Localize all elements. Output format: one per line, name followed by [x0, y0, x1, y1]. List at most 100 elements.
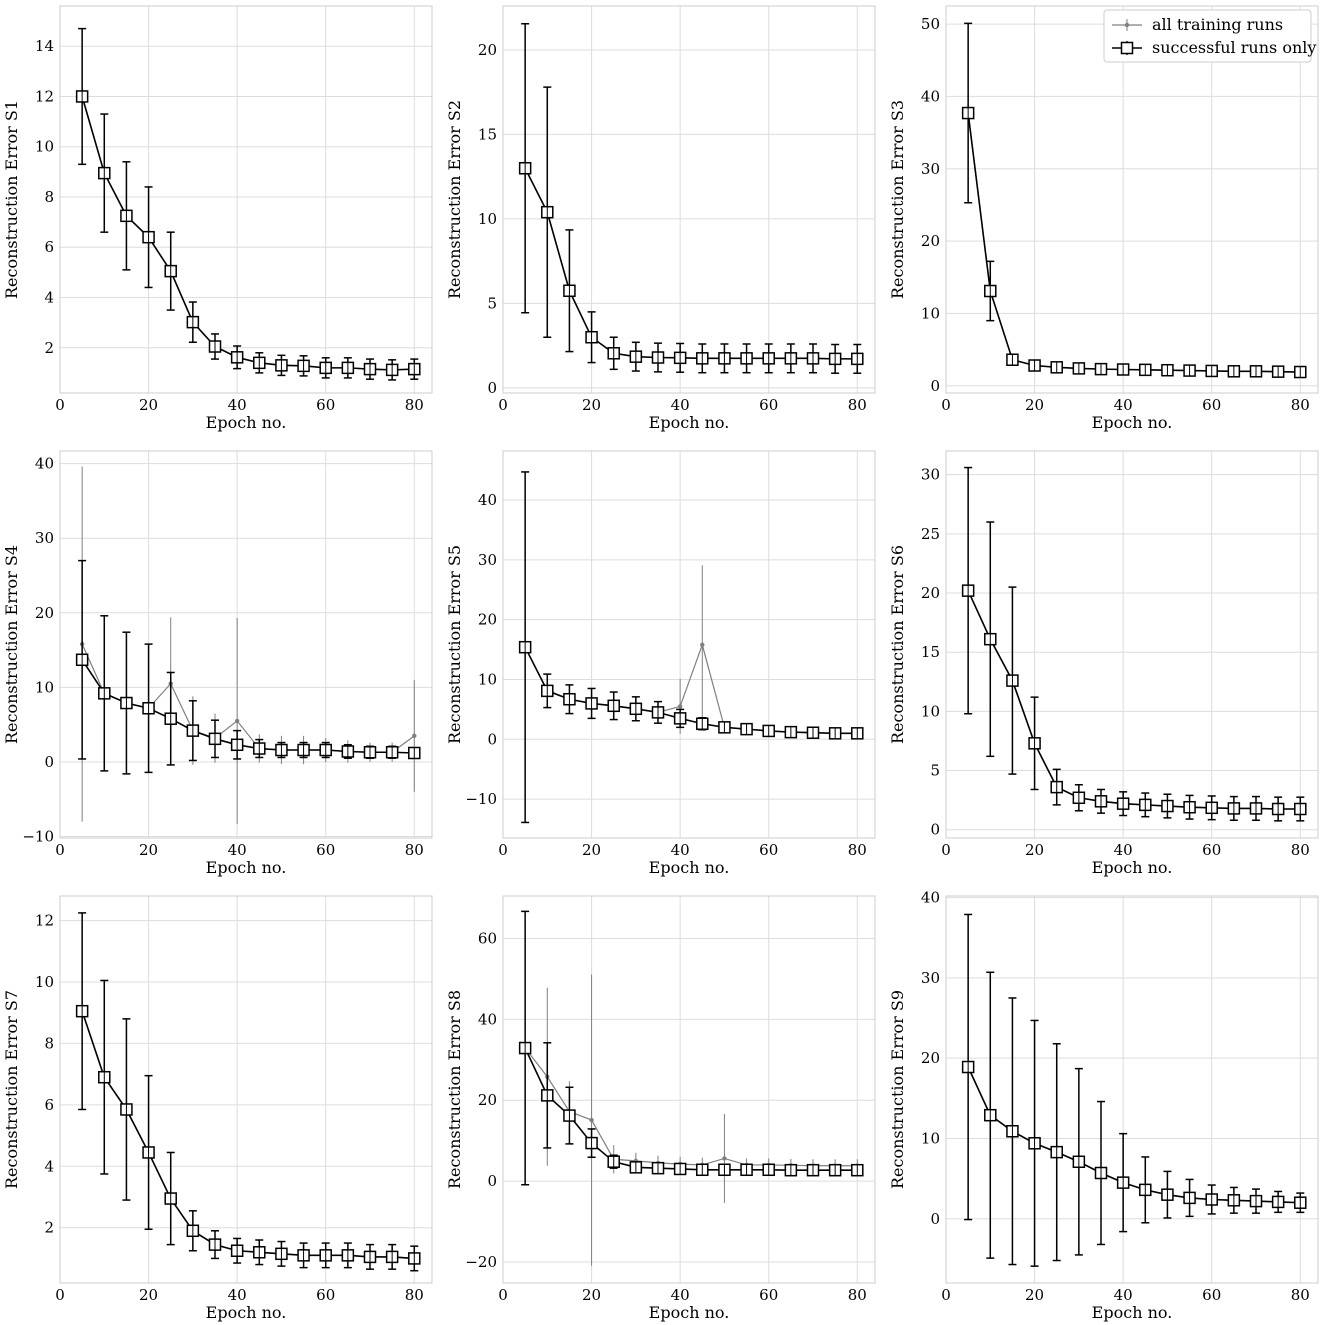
chart-9-ytick-label: 10 — [921, 1129, 940, 1147]
chart-8-ytick-label: −20 — [465, 1253, 497, 1271]
chart-3-frame — [945, 5, 1319, 394]
chart-7-ytick-label: 8 — [44, 1034, 54, 1052]
chart-1-series-line — [81, 96, 415, 371]
chart-9-frame — [945, 895, 1319, 1284]
chart-3-series-line — [967, 112, 1301, 373]
chart-2-ytick-label: 5 — [487, 294, 497, 312]
chart-7-series-line — [81, 1010, 415, 1260]
chart-9-xtick-label: 20 — [1025, 1286, 1044, 1304]
chart-4-point — [234, 718, 240, 724]
chart-3-xtick-label: 80 — [1291, 396, 1310, 414]
chart-7-xtick-label: 20 — [139, 1286, 158, 1304]
chart-8-ytick-label: 20 — [478, 1091, 497, 1109]
chart-5-ytick-label: −10 — [465, 790, 497, 808]
chart-5-xtick-label: 60 — [759, 841, 778, 859]
chart-2-xtick-label: 20 — [582, 396, 601, 414]
chart-3-xtick-label: 60 — [1202, 396, 1221, 414]
chart-5-ylabel: Reconstruction Error S5 — [445, 545, 464, 744]
chart-9-ytick-label: 20 — [921, 1049, 940, 1067]
chart-5-xtick-label: 0 — [498, 841, 508, 859]
chart-6-series-successful-runs-only — [961, 466, 1307, 822]
legend-marker-successful — [1120, 41, 1134, 55]
chart-8-series-line — [524, 1047, 858, 1171]
chart-1-xtick-label: 20 — [139, 396, 158, 414]
chart-6-series-line — [967, 590, 1301, 810]
chart-6-ytick-label: 20 — [921, 584, 940, 602]
legend-entry-successful-runs: successful runs only — [1112, 38, 1316, 57]
chart-2-xtick-label: 80 — [848, 396, 867, 414]
chart-2-frame — [502, 5, 876, 394]
chart-7-series-successful-runs-only — [75, 912, 421, 1272]
chart-6-xlabel: Epoch no. — [1092, 858, 1173, 877]
chart-7-xtick-label: 40 — [228, 1286, 247, 1304]
chart-7-xtick-label: 60 — [316, 1286, 335, 1304]
chart-9-ytick-label: 0 — [930, 1210, 940, 1228]
legend-marker-all — [1124, 22, 1130, 28]
chart-6-ytick-label: 10 — [921, 702, 940, 720]
chart-2-ytick-label: 0 — [487, 379, 497, 397]
chart-4-xlabel: Epoch no. — [206, 858, 287, 877]
chart-7-panel: 0 20 40 60 80 2 4 6 8 10 12 Epoch no. Reconstruction… — [2, 895, 433, 1322]
chart-6-series-line — [967, 590, 1301, 810]
chart-2-ytick-label: 20 — [478, 41, 497, 59]
chart-8-xtick-label: 0 — [498, 1286, 508, 1304]
chart-9-ytick-label: 30 — [921, 969, 940, 987]
chart-8-ytick-label: 40 — [478, 1010, 497, 1028]
chart-4-ytick-label: 40 — [35, 455, 54, 473]
chart-1-xtick-label: 40 — [228, 396, 247, 414]
chart-1-ytick-label: 14 — [35, 37, 54, 55]
chart-1-xtick-label: 80 — [405, 396, 424, 414]
chart-6-frame — [945, 450, 1319, 839]
chart-8-ytick-label: 0 — [487, 1172, 497, 1190]
chart-7-ytick-label: 4 — [44, 1157, 54, 1175]
chart-4-xtick-label: 80 — [405, 841, 424, 859]
chart-5-ytick-label: 30 — [478, 551, 497, 569]
chart-1-ytick-label: 6 — [44, 238, 54, 256]
chart-1-ytick-label: 8 — [44, 188, 54, 206]
chart-6-xtick-label: 60 — [1202, 841, 1221, 859]
chart-5-xtick-label: 20 — [582, 841, 601, 859]
chart-6-xtick-label: 80 — [1291, 841, 1310, 859]
chart-2-xtick-label: 0 — [498, 396, 508, 414]
chart-6-ytick-label: 30 — [921, 466, 940, 484]
chart-7-xtick-label: 80 — [405, 1286, 424, 1304]
chart-2-xtick-label: 40 — [671, 396, 690, 414]
chart-4-series-all-training-runs — [79, 466, 417, 824]
chart-9-xtick-label: 0 — [941, 1286, 951, 1304]
chart-7-series-all-training-runs — [79, 912, 417, 1271]
chart-2-series-line — [524, 167, 858, 360]
chart-7-ytick-label: 12 — [35, 912, 54, 930]
chart-1-series-all-training-runs — [79, 28, 417, 380]
chart-3-ylabel: Reconstruction Error S3 — [888, 100, 907, 299]
chart-9-xtick-label: 60 — [1202, 1286, 1221, 1304]
chart-2-ytick-label: 15 — [478, 125, 497, 143]
chart-9-series-line — [967, 1066, 1301, 1204]
chart-6-xtick-label: 40 — [1114, 841, 1133, 859]
chart-4-ytick-label: −10 — [22, 828, 54, 846]
chart-8-point — [589, 1117, 594, 1123]
chart-1-ytick-label: 10 — [35, 138, 54, 156]
chart-4-ylabel: Reconstruction Error S4 — [2, 545, 21, 744]
chart-3-panel: 0 20 40 60 80 0 10 20 30 40 50 Epoch no. Reconstruct… — [888, 5, 1319, 432]
chart-4-xtick-label: 60 — [316, 841, 335, 859]
chart-9-xtick-label: 40 — [1114, 1286, 1133, 1304]
chart-3-xtick-label: 0 — [941, 396, 951, 414]
chart-2-series-all-training-runs — [522, 23, 860, 374]
chart-5-series-all-training-runs — [522, 479, 860, 815]
chart-3-ytick-label: 20 — [921, 232, 940, 250]
chart-3-ytick-label: 10 — [921, 304, 940, 322]
chart-3-ytick-label: 0 — [930, 377, 940, 395]
chart-8-series-successful-runs-only — [518, 910, 864, 1186]
legend-box — [1103, 9, 1312, 63]
chart-5-frame — [502, 450, 876, 839]
chart-8-ytick-label: 60 — [478, 929, 497, 947]
chart-9-series-successful-runs-only — [961, 913, 1307, 1267]
chart-6-xtick-label: 0 — [941, 841, 951, 859]
legend-entry-all-training-runs: all training runs — [1112, 15, 1283, 34]
chart-3-series-all-training-runs — [965, 23, 1303, 375]
chart-5-ytick-label: 20 — [478, 611, 497, 629]
chart-7-xtick-label: 0 — [55, 1286, 65, 1304]
